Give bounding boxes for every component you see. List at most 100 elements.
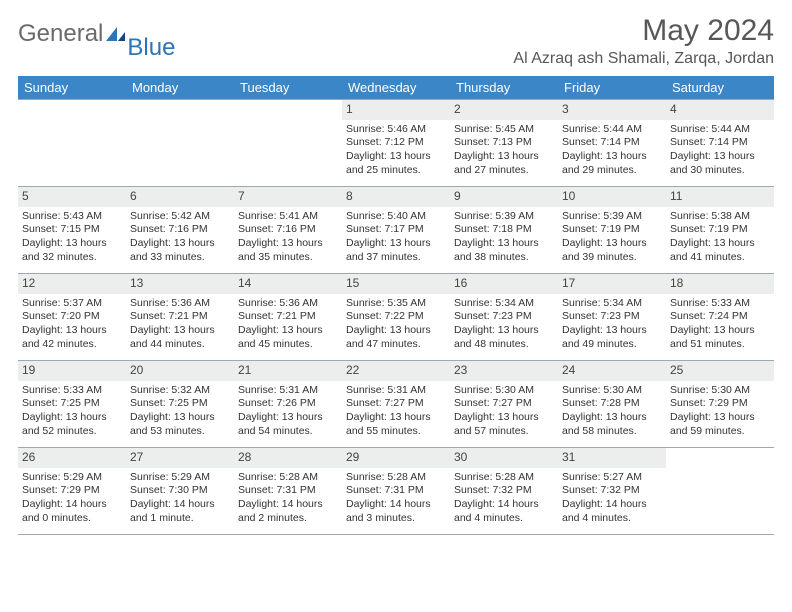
dow-header: Monday [126, 76, 234, 99]
day-cell: 21Sunrise: 5:31 AMSunset: 7:26 PMDayligh… [234, 361, 342, 447]
dow-header: Friday [558, 76, 666, 99]
daylight-text: Daylight: 14 hours and 0 minutes. [22, 498, 122, 525]
day-of-week-row: SundayMondayTuesdayWednesdayThursdayFrid… [18, 76, 774, 99]
day-cell: 2Sunrise: 5:45 AMSunset: 7:13 PMDaylight… [450, 100, 558, 186]
daylight-text: Daylight: 13 hours and 57 minutes. [454, 411, 554, 438]
sunset-text: Sunset: 7:14 PM [562, 136, 662, 150]
daylight-text: Daylight: 13 hours and 33 minutes. [130, 237, 230, 264]
day-cell: 7Sunrise: 5:41 AMSunset: 7:16 PMDaylight… [234, 187, 342, 273]
sunrise-text: Sunrise: 5:29 AM [130, 471, 230, 485]
daylight-text: Daylight: 13 hours and 30 minutes. [670, 150, 770, 177]
day-number: 5 [18, 187, 126, 207]
sunrise-text: Sunrise: 5:44 AM [562, 123, 662, 137]
logo-text-blue: Blue [127, 34, 175, 62]
sunset-text: Sunset: 7:23 PM [562, 310, 662, 324]
daylight-text: Daylight: 13 hours and 52 minutes. [22, 411, 122, 438]
sunset-text: Sunset: 7:20 PM [22, 310, 122, 324]
day-number: 7 [234, 187, 342, 207]
sunrise-text: Sunrise: 5:33 AM [670, 297, 770, 311]
sunset-text: Sunset: 7:25 PM [22, 397, 122, 411]
daylight-text: Daylight: 13 hours and 48 minutes. [454, 324, 554, 351]
logo-text-general: General [18, 20, 103, 48]
week-row: 12Sunrise: 5:37 AMSunset: 7:20 PMDayligh… [18, 273, 774, 360]
day-cell: 31Sunrise: 5:27 AMSunset: 7:32 PMDayligh… [558, 448, 666, 534]
sunset-text: Sunset: 7:27 PM [346, 397, 446, 411]
daylight-text: Daylight: 13 hours and 53 minutes. [130, 411, 230, 438]
day-number: 21 [234, 361, 342, 381]
sunset-text: Sunset: 7:14 PM [670, 136, 770, 150]
sunset-text: Sunset: 7:25 PM [130, 397, 230, 411]
daylight-text: Daylight: 14 hours and 1 minute. [130, 498, 230, 525]
daylight-text: Daylight: 13 hours and 44 minutes. [130, 324, 230, 351]
daylight-text: Daylight: 13 hours and 55 minutes. [346, 411, 446, 438]
sunset-text: Sunset: 7:21 PM [238, 310, 338, 324]
day-number: 22 [342, 361, 450, 381]
day-cell: 12Sunrise: 5:37 AMSunset: 7:20 PMDayligh… [18, 274, 126, 360]
header: General Blue May 2024 Al Azraq ash Shama… [18, 14, 774, 68]
day-number: 29 [342, 448, 450, 468]
sunrise-text: Sunrise: 5:36 AM [130, 297, 230, 311]
day-cell: 22 Sunrise: 5:31 AMSunset: 7:27 PMDayligh… [342, 361, 450, 447]
dow-header: Saturday [666, 76, 774, 99]
sunrise-text: Sunrise: 5:46 AM [346, 123, 446, 137]
sunset-text: Sunset: 7:16 PM [130, 223, 230, 237]
logo: General Blue [18, 20, 175, 48]
daylight-text: Daylight: 13 hours and 29 minutes. [562, 150, 662, 177]
bottom-rule [18, 534, 774, 535]
sunset-text: Sunset: 7:31 PM [238, 484, 338, 498]
day-cell [234, 100, 342, 186]
day-cell: 8Sunrise: 5:40 AMSunset: 7:17 PMDaylight… [342, 187, 450, 273]
sunrise-text: Sunrise: 5:27 AM [562, 471, 662, 485]
day-number: 27 [126, 448, 234, 468]
month-title: May 2024 [513, 14, 774, 48]
week-row: 19Sunrise: 5:33 AMSunset: 7:25 PMDayligh… [18, 360, 774, 447]
title-block: May 2024 Al Azraq ash Shamali, Zarqa, Jo… [513, 14, 774, 68]
week-row: 26Sunrise: 5:29 AMSunset: 7:29 PMDayligh… [18, 447, 774, 534]
daylight-text: Daylight: 14 hours and 4 minutes. [454, 498, 554, 525]
day-cell: 14Sunrise: 5:36 AMSunset: 7:21 PMDayligh… [234, 274, 342, 360]
day-cell: 26Sunrise: 5:29 AMSunset: 7:29 PMDayligh… [18, 448, 126, 534]
day-cell: 6Sunrise: 5:42 AMSunset: 7:16 PMDaylight… [126, 187, 234, 273]
day-number: 8 [342, 187, 450, 207]
sunrise-text: Sunrise: 5:36 AM [238, 297, 338, 311]
daylight-text: Daylight: 13 hours and 59 minutes. [670, 411, 770, 438]
daylight-text: Daylight: 13 hours and 58 minutes. [562, 411, 662, 438]
sunset-text: Sunset: 7:17 PM [346, 223, 446, 237]
day-cell: 28Sunrise: 5:28 AMSunset: 7:31 PMDayligh… [234, 448, 342, 534]
sunrise-text: Sunrise: 5:28 AM [346, 471, 446, 485]
week-row: 1Sunrise: 5:46 AMSunset: 7:12 PMDaylight… [18, 99, 774, 186]
sunrise-text: Sunrise: 5:35 AM [346, 297, 446, 311]
day-cell: 15 Sunrise: 5:35 AMSunset: 7:22 PMDayligh… [342, 274, 450, 360]
day-number: 10 [558, 187, 666, 207]
sunrise-text: Sunrise: 5:45 AM [454, 123, 554, 137]
sunset-text: Sunset: 7:28 PM [562, 397, 662, 411]
day-number: 15 [342, 274, 450, 294]
logo-sail-icon [105, 25, 127, 43]
sunset-text: Sunset: 7:22 PM [346, 310, 446, 324]
sunrise-text: Sunrise: 5:34 AM [454, 297, 554, 311]
sunrise-text: Sunrise: 5:28 AM [238, 471, 338, 485]
day-cell: 17Sunrise: 5:34 AMSunset: 7:23 PMDayligh… [558, 274, 666, 360]
daylight-text: Daylight: 13 hours and 25 minutes. [346, 150, 446, 177]
day-number: 4 [666, 100, 774, 120]
week-row: 5Sunrise: 5:43 AMSunset: 7:15 PMDaylight… [18, 186, 774, 273]
daylight-text: Daylight: 13 hours and 32 minutes. [22, 237, 122, 264]
day-number: 16 [450, 274, 558, 294]
sunset-text: Sunset: 7:29 PM [670, 397, 770, 411]
dow-header: Wednesday [342, 76, 450, 99]
day-cell: 18Sunrise: 5:33 AMSunset: 7:24 PMDayligh… [666, 274, 774, 360]
day-cell: 27Sunrise: 5:29 AMSunset: 7:30 PMDayligh… [126, 448, 234, 534]
day-cell: 24Sunrise: 5:30 AMSunset: 7:28 PMDayligh… [558, 361, 666, 447]
day-cell [666, 448, 774, 534]
sunset-text: Sunset: 7:27 PM [454, 397, 554, 411]
day-number: 13 [126, 274, 234, 294]
sunrise-text: Sunrise: 5:31 AM [346, 384, 446, 398]
daylight-text: Daylight: 13 hours and 35 minutes. [238, 237, 338, 264]
day-cell: 16Sunrise: 5:34 AMSunset: 7:23 PMDayligh… [450, 274, 558, 360]
dow-header: Thursday [450, 76, 558, 99]
day-cell: 9Sunrise: 5:39 AMSunset: 7:18 PMDaylight… [450, 187, 558, 273]
day-number: 19 [18, 361, 126, 381]
daylight-text: Daylight: 13 hours and 45 minutes. [238, 324, 338, 351]
daylight-text: Daylight: 13 hours and 47 minutes. [346, 324, 446, 351]
day-cell: 11Sunrise: 5:38 AMSunset: 7:19 PMDayligh… [666, 187, 774, 273]
